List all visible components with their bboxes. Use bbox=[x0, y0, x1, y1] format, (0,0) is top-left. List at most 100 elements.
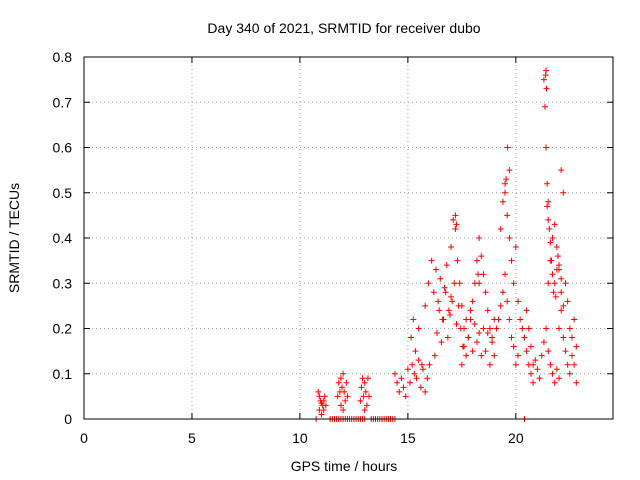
data-point bbox=[339, 384, 346, 391]
data-point bbox=[564, 298, 571, 305]
data-point bbox=[558, 307, 565, 314]
data-point bbox=[471, 320, 478, 327]
data-point bbox=[482, 348, 489, 355]
data-point bbox=[549, 370, 556, 377]
data-point bbox=[489, 339, 496, 346]
data-point bbox=[552, 293, 559, 300]
data-points bbox=[313, 67, 580, 422]
data-point bbox=[362, 388, 369, 395]
data-point bbox=[463, 352, 470, 359]
data-point bbox=[424, 375, 431, 382]
data-point bbox=[465, 334, 472, 341]
data-point bbox=[363, 402, 370, 409]
data-point bbox=[556, 325, 563, 332]
data-point bbox=[503, 176, 510, 183]
data-point bbox=[413, 375, 420, 382]
y-tick-label: 0.7 bbox=[53, 94, 73, 110]
x-tick-label: 5 bbox=[188, 430, 196, 446]
x-axis-label: GPS time / hours bbox=[291, 458, 398, 474]
data-point bbox=[449, 298, 456, 305]
data-point bbox=[543, 67, 550, 74]
data-point bbox=[504, 212, 511, 219]
data-point bbox=[335, 379, 342, 386]
data-point bbox=[475, 271, 482, 278]
data-point bbox=[566, 370, 573, 377]
data-point bbox=[525, 361, 532, 368]
data-point bbox=[448, 293, 455, 300]
data-point bbox=[504, 144, 511, 151]
data-point bbox=[551, 379, 558, 386]
data-point bbox=[476, 280, 483, 287]
data-point bbox=[443, 262, 450, 269]
data-point bbox=[545, 280, 552, 287]
data-point bbox=[364, 375, 371, 382]
data-point bbox=[540, 76, 547, 83]
data-point bbox=[476, 235, 483, 241]
data-point bbox=[545, 348, 552, 355]
data-point bbox=[456, 280, 463, 287]
data-point bbox=[461, 325, 468, 332]
data-point bbox=[358, 384, 365, 391]
data-point bbox=[545, 216, 552, 223]
data-point bbox=[523, 348, 530, 355]
data-point bbox=[564, 361, 571, 368]
data-point bbox=[480, 271, 487, 278]
data-point bbox=[430, 289, 437, 296]
data-point bbox=[499, 198, 506, 205]
data-point bbox=[523, 307, 530, 314]
data-point bbox=[448, 244, 455, 251]
data-point bbox=[480, 325, 487, 332]
chart-title: Day 340 of 2021, SRMTID for receiver dub… bbox=[207, 20, 480, 36]
data-point bbox=[536, 375, 543, 382]
data-point bbox=[321, 393, 328, 400]
data-point bbox=[558, 289, 565, 296]
data-point bbox=[360, 393, 367, 400]
data-point bbox=[408, 334, 415, 341]
data-point bbox=[540, 339, 547, 346]
data-point bbox=[514, 298, 521, 305]
data-point bbox=[431, 352, 438, 359]
data-point bbox=[440, 316, 447, 323]
data-point bbox=[342, 397, 349, 404]
data-point bbox=[441, 284, 448, 291]
data-point bbox=[510, 280, 517, 287]
data-point bbox=[422, 388, 429, 395]
data-point bbox=[446, 311, 453, 318]
data-point bbox=[434, 330, 441, 337]
data-point bbox=[519, 325, 526, 332]
data-point bbox=[568, 352, 575, 359]
data-point bbox=[359, 375, 366, 382]
data-point bbox=[544, 180, 551, 187]
data-point bbox=[482, 289, 489, 296]
data-point bbox=[546, 225, 553, 232]
data-point bbox=[547, 257, 554, 264]
data-point bbox=[417, 384, 424, 391]
data-point bbox=[543, 144, 550, 151]
data-point bbox=[514, 352, 521, 359]
data-point bbox=[573, 343, 580, 350]
data-point bbox=[497, 302, 504, 309]
data-point bbox=[473, 339, 480, 346]
data-point bbox=[442, 289, 449, 296]
data-point bbox=[337, 375, 344, 382]
data-point bbox=[551, 221, 558, 228]
data-point bbox=[344, 393, 351, 400]
data-point bbox=[551, 280, 558, 287]
y-tick-label: 0 bbox=[64, 411, 72, 427]
x-tick-label: 0 bbox=[80, 430, 88, 446]
data-point bbox=[549, 235, 556, 241]
data-point bbox=[322, 402, 329, 409]
y-axis-tick-labels: 0 0.1 0.2 0.3 0.4 0.5 0.6 0.7 0.8 bbox=[53, 49, 73, 427]
data-point bbox=[407, 379, 414, 386]
data-point bbox=[404, 366, 411, 373]
data-point bbox=[543, 325, 550, 332]
x-tick-label: 20 bbox=[508, 430, 524, 446]
data-point bbox=[530, 379, 537, 386]
data-point bbox=[436, 307, 443, 314]
data-point bbox=[560, 189, 567, 196]
data-point bbox=[550, 289, 557, 296]
data-point bbox=[318, 411, 325, 418]
y-tick-label: 0.3 bbox=[53, 275, 73, 291]
data-point bbox=[435, 298, 442, 305]
x-tick-label: 10 bbox=[292, 430, 308, 446]
